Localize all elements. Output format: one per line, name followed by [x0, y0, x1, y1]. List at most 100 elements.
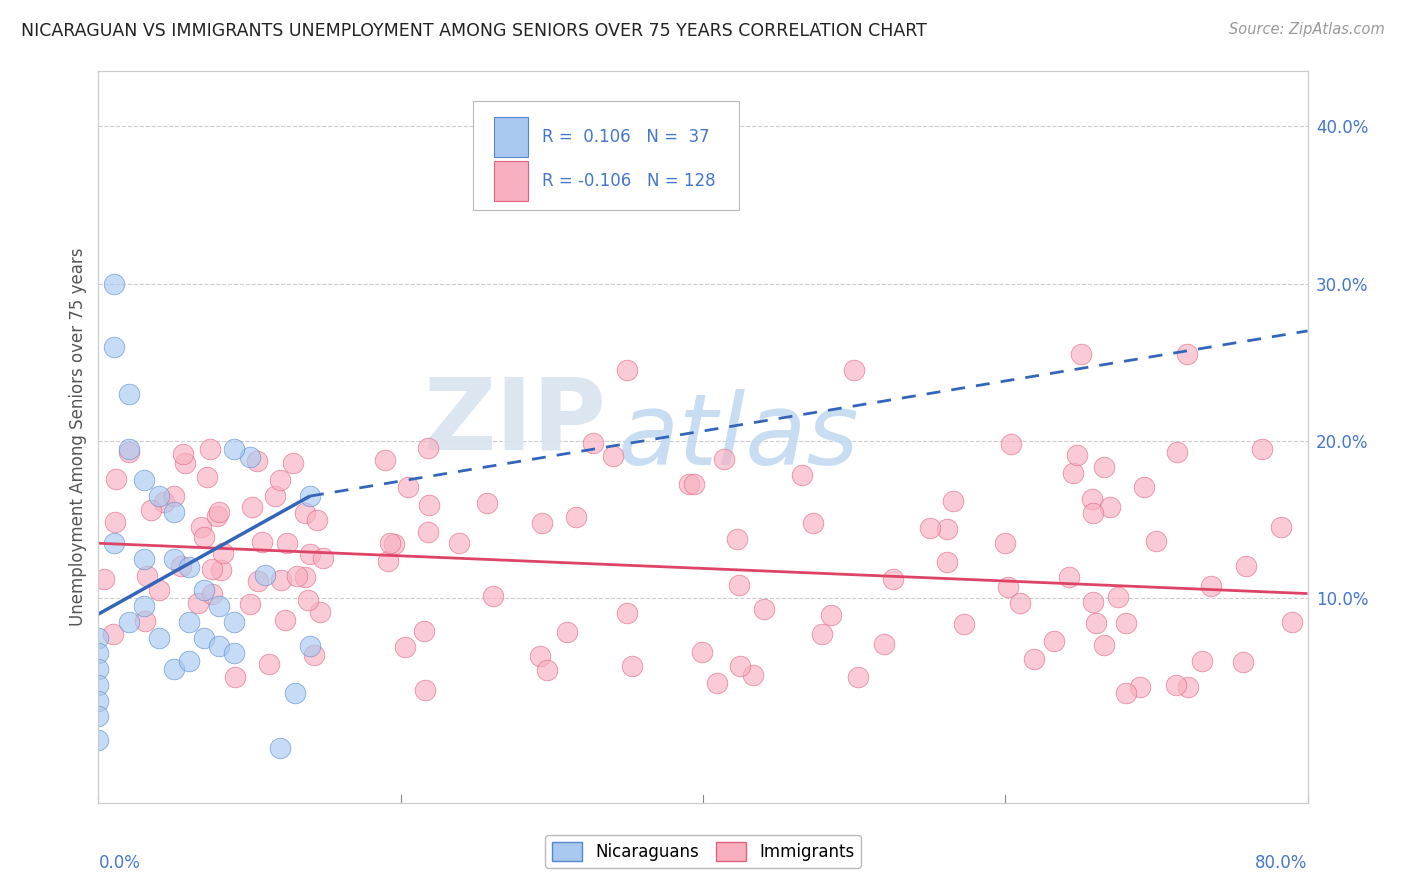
- Point: [193, 583, 215, 598]
- Point: [1201, 579, 1223, 593]
- Point: [820, 608, 842, 623]
- Point: [269, 740, 291, 755]
- Text: atlas: atlas: [619, 389, 860, 485]
- Point: [557, 624, 579, 639]
- Point: [742, 667, 765, 681]
- Point: [565, 510, 588, 524]
- Point: [208, 505, 231, 519]
- Point: [792, 467, 814, 482]
- Point: [284, 686, 307, 700]
- Point: [297, 592, 319, 607]
- Point: [87, 709, 110, 723]
- Point: [104, 515, 127, 529]
- Point: [882, 572, 904, 586]
- Point: [103, 277, 125, 291]
- Point: [193, 530, 215, 544]
- Point: [1129, 680, 1152, 694]
- Point: [239, 450, 262, 464]
- Point: [1059, 570, 1081, 584]
- Point: [997, 581, 1019, 595]
- Point: [1066, 448, 1088, 462]
- Point: [135, 569, 157, 583]
- Text: R = -0.106   N = 128: R = -0.106 N = 128: [543, 172, 716, 190]
- Point: [93, 572, 115, 586]
- Point: [294, 506, 316, 520]
- Point: [132, 599, 155, 614]
- Point: [1000, 437, 1022, 451]
- Point: [394, 640, 416, 654]
- Point: [190, 520, 212, 534]
- Point: [1062, 466, 1084, 480]
- Point: [285, 569, 308, 583]
- Point: [418, 498, 440, 512]
- Point: [602, 449, 624, 463]
- Point: [173, 456, 195, 470]
- Point: [87, 678, 110, 692]
- Point: [163, 505, 186, 519]
- Point: [447, 536, 470, 550]
- Point: [170, 558, 193, 573]
- Point: [299, 489, 322, 503]
- Point: [269, 473, 291, 487]
- Text: R =  0.106   N =  37: R = 0.106 N = 37: [543, 128, 710, 146]
- Point: [1092, 460, 1115, 475]
- Point: [1098, 500, 1121, 515]
- Point: [846, 670, 869, 684]
- Point: [396, 480, 419, 494]
- Point: [801, 516, 824, 531]
- Legend: Nicaraguans, Immigrants: Nicaraguans, Immigrants: [546, 835, 860, 868]
- Point: [936, 522, 959, 536]
- Point: [179, 654, 201, 668]
- Point: [1081, 595, 1104, 609]
- Point: [312, 551, 335, 566]
- Point: [475, 496, 498, 510]
- Point: [1115, 616, 1137, 631]
- Point: [104, 472, 127, 486]
- Point: [132, 552, 155, 566]
- Point: [276, 535, 298, 549]
- Point: [195, 470, 218, 484]
- Bar: [494, 161, 527, 202]
- Point: [264, 489, 287, 503]
- Point: [118, 615, 141, 629]
- Point: [163, 489, 186, 503]
- Point: [728, 578, 751, 592]
- Point: [416, 525, 439, 540]
- Point: [1081, 491, 1104, 506]
- Point: [252, 534, 274, 549]
- Point: [935, 555, 957, 569]
- Point: [253, 567, 276, 582]
- Point: [1166, 445, 1188, 459]
- Point: [1115, 686, 1137, 700]
- Point: [690, 645, 713, 659]
- Point: [418, 441, 440, 455]
- Point: [1133, 480, 1156, 494]
- Point: [224, 442, 246, 456]
- Point: [1024, 652, 1046, 666]
- Point: [148, 489, 170, 503]
- Point: [952, 617, 974, 632]
- Point: [294, 570, 316, 584]
- Text: NICARAGUAN VS IMMIGRANTS UNEMPLOYMENT AMONG SENIORS OVER 75 YEARS CORRELATION CH: NICARAGUAN VS IMMIGRANTS UNEMPLOYMENT AM…: [21, 22, 927, 40]
- Point: [224, 670, 246, 684]
- Point: [257, 657, 280, 672]
- Point: [201, 587, 224, 601]
- Point: [187, 596, 209, 610]
- Point: [725, 533, 748, 547]
- Point: [87, 631, 110, 645]
- Point: [728, 658, 751, 673]
- Point: [242, 500, 264, 515]
- Text: ZIP: ZIP: [423, 374, 606, 471]
- Point: [298, 547, 321, 561]
- Point: [377, 554, 399, 568]
- Point: [1175, 347, 1198, 361]
- Point: [1164, 678, 1187, 692]
- Point: [536, 663, 558, 677]
- Point: [103, 536, 125, 550]
- Point: [134, 615, 156, 629]
- Point: [1008, 597, 1031, 611]
- Point: [1191, 654, 1213, 668]
- Point: [713, 452, 735, 467]
- Point: [1251, 442, 1274, 456]
- Point: [1085, 615, 1108, 630]
